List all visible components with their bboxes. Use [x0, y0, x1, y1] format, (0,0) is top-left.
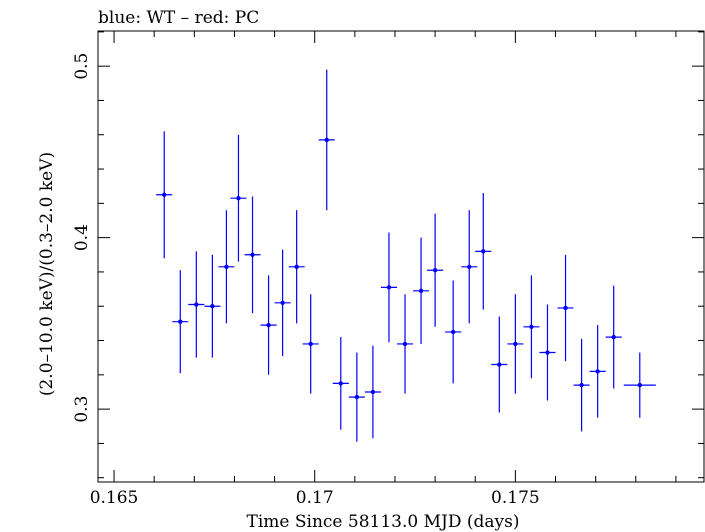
data-point — [318, 69, 335, 211]
data-point — [589, 325, 606, 418]
data-point — [461, 210, 478, 324]
point-marker — [250, 252, 255, 257]
data-point — [427, 213, 444, 327]
data-point — [475, 193, 492, 310]
point-marker — [194, 302, 199, 307]
point-marker — [432, 268, 438, 273]
point-marker — [386, 285, 392, 290]
y-axis: 0.3 0.4 0.5 — [72, 31, 704, 479]
data-point — [573, 338, 590, 432]
point-marker — [529, 324, 534, 330]
point-marker — [481, 249, 486, 254]
point-marker — [224, 264, 229, 269]
data-point — [507, 294, 524, 394]
data-point — [274, 249, 291, 356]
data-point — [605, 285, 622, 389]
plot-frame — [97, 30, 705, 483]
data-point — [260, 275, 277, 375]
point-marker — [418, 288, 424, 293]
point-marker — [402, 341, 408, 347]
point-marker — [236, 195, 241, 201]
data-point — [244, 196, 261, 314]
point-marker — [294, 264, 299, 269]
point-marker — [280, 300, 285, 306]
y-tick-label: 0.4 — [72, 224, 92, 251]
y-axis-label: (2.0–10.0 keV)/(0.3–2.0 keV) — [37, 152, 57, 396]
data-point — [380, 232, 397, 343]
x-tick-label: 0.165 — [90, 488, 139, 508]
data-point — [623, 352, 656, 418]
x-tick-label: 0.175 — [491, 488, 540, 508]
data-point — [288, 210, 305, 324]
data-point — [557, 254, 574, 362]
data-point — [302, 294, 319, 394]
point-marker — [338, 381, 344, 386]
data-point — [364, 345, 381, 439]
data-point — [218, 210, 235, 324]
x-tick-label: 0.17 — [296, 488, 334, 508]
point-marker — [308, 341, 313, 347]
point-marker — [178, 319, 183, 324]
data-point — [413, 237, 430, 344]
point-marker — [450, 329, 456, 335]
point-marker — [497, 362, 502, 367]
data-point — [396, 294, 414, 394]
point-marker — [370, 389, 376, 395]
data-point — [230, 134, 247, 262]
point-marker — [324, 137, 329, 143]
data-point — [523, 275, 540, 379]
y-tick-label: 0.5 — [72, 53, 92, 80]
point-marker — [513, 341, 518, 347]
data-point — [188, 251, 205, 358]
point-marker — [637, 382, 642, 388]
point-marker — [611, 334, 616, 340]
data-point — [204, 254, 221, 358]
point-marker — [162, 192, 167, 197]
data-point — [172, 270, 189, 374]
point-marker — [354, 394, 360, 400]
y-tick-label: 0.3 — [72, 396, 92, 423]
data-point — [348, 352, 365, 442]
point-marker — [595, 369, 600, 374]
point-marker — [545, 350, 550, 355]
x-axis-label: Time Since 58113.0 MJD (days) — [247, 512, 520, 532]
data-point — [539, 304, 556, 401]
data-series — [156, 69, 656, 442]
point-marker — [467, 264, 472, 269]
data-point — [445, 280, 462, 384]
point-marker — [210, 304, 215, 309]
point-marker — [563, 305, 568, 311]
x-axis: 0.165 0.17 0.175 — [90, 31, 677, 508]
chart-title: blue: WT – red: PC — [98, 8, 259, 28]
point-marker — [579, 382, 584, 388]
data-point — [332, 337, 349, 430]
point-marker — [266, 322, 271, 328]
data-point — [491, 316, 508, 413]
data-point — [156, 131, 173, 259]
